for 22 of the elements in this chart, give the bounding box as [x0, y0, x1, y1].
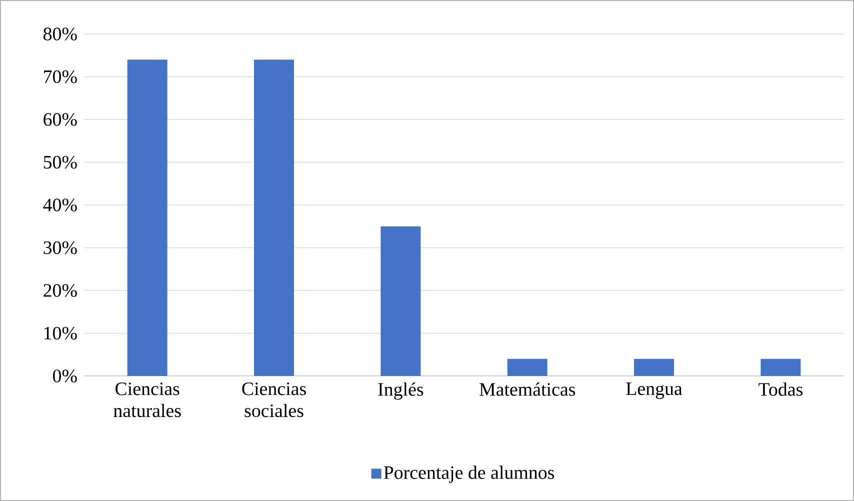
y-tick-label: 60%	[44, 113, 77, 126]
legend-label: Porcentaje de alumnos	[384, 466, 554, 483]
y-tick-label: 80%	[44, 28, 77, 40]
y-tick-label: 40%	[43, 198, 77, 212]
bar	[760, 358, 801, 376]
bar	[380, 226, 421, 376]
x-tick-label: Matemáticas	[480, 382, 576, 396]
bar	[127, 60, 168, 376]
y-tick-label: 0%	[52, 370, 77, 382]
y-tick-label: 30%	[44, 241, 77, 254]
y-tick-label: 10%	[44, 326, 77, 340]
bar	[634, 358, 674, 376]
bar	[254, 60, 294, 376]
bar	[507, 358, 548, 376]
y-tick-label: 20%	[44, 284, 77, 297]
x-tick-label: Lengua	[626, 382, 682, 399]
x-tick-label: Inglés	[378, 382, 424, 400]
y-tick-label: 70%	[44, 70, 77, 84]
x-tick-label: Todas	[758, 382, 802, 396]
x-tick-label: Ciencias sociales	[242, 382, 306, 418]
x-tick-label: Ciencias naturales	[114, 382, 181, 418]
y-tick-label: 50%	[44, 156, 77, 169]
